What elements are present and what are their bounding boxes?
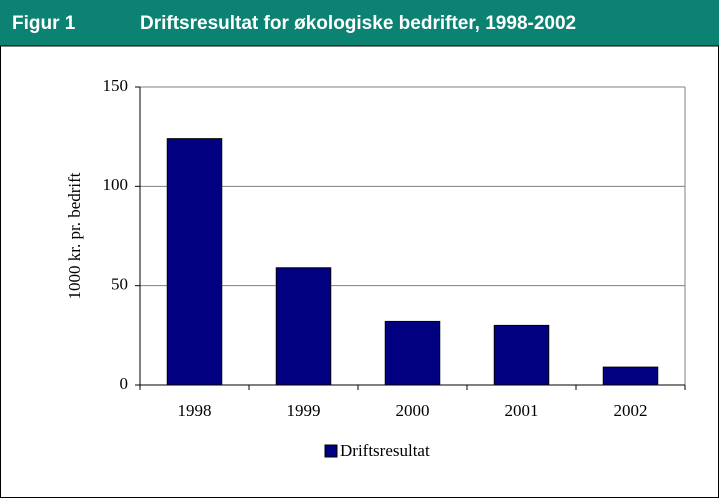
bar — [493, 324, 550, 386]
bar — [166, 138, 223, 386]
y-tick-label: 150 — [103, 76, 129, 95]
chart-title: Driftsresultat for økologiske bedrifter,… — [140, 13, 576, 34]
header-bar — [0, 0, 719, 46]
bar — [275, 267, 332, 386]
figure-label: Figur 1 — [12, 13, 76, 34]
y-axis-label: 1000 kr. pr. bedrift — [65, 172, 84, 299]
legend-label: Driftsresultat — [340, 441, 430, 460]
figure-border — [0, 45, 719, 498]
x-tick-label: 2001 — [505, 401, 539, 420]
legend-swatch — [324, 444, 338, 458]
y-tick-label: 100 — [103, 175, 129, 194]
x-tick-label: 1998 — [178, 401, 212, 420]
bar — [602, 366, 659, 386]
y-tick-label: 50 — [111, 275, 128, 294]
y-tick-label: 0 — [120, 374, 129, 393]
x-tick-label: 2002 — [614, 401, 648, 420]
x-tick-label: 1999 — [287, 401, 321, 420]
x-tick-label: 2000 — [396, 401, 430, 420]
bar — [384, 320, 441, 386]
